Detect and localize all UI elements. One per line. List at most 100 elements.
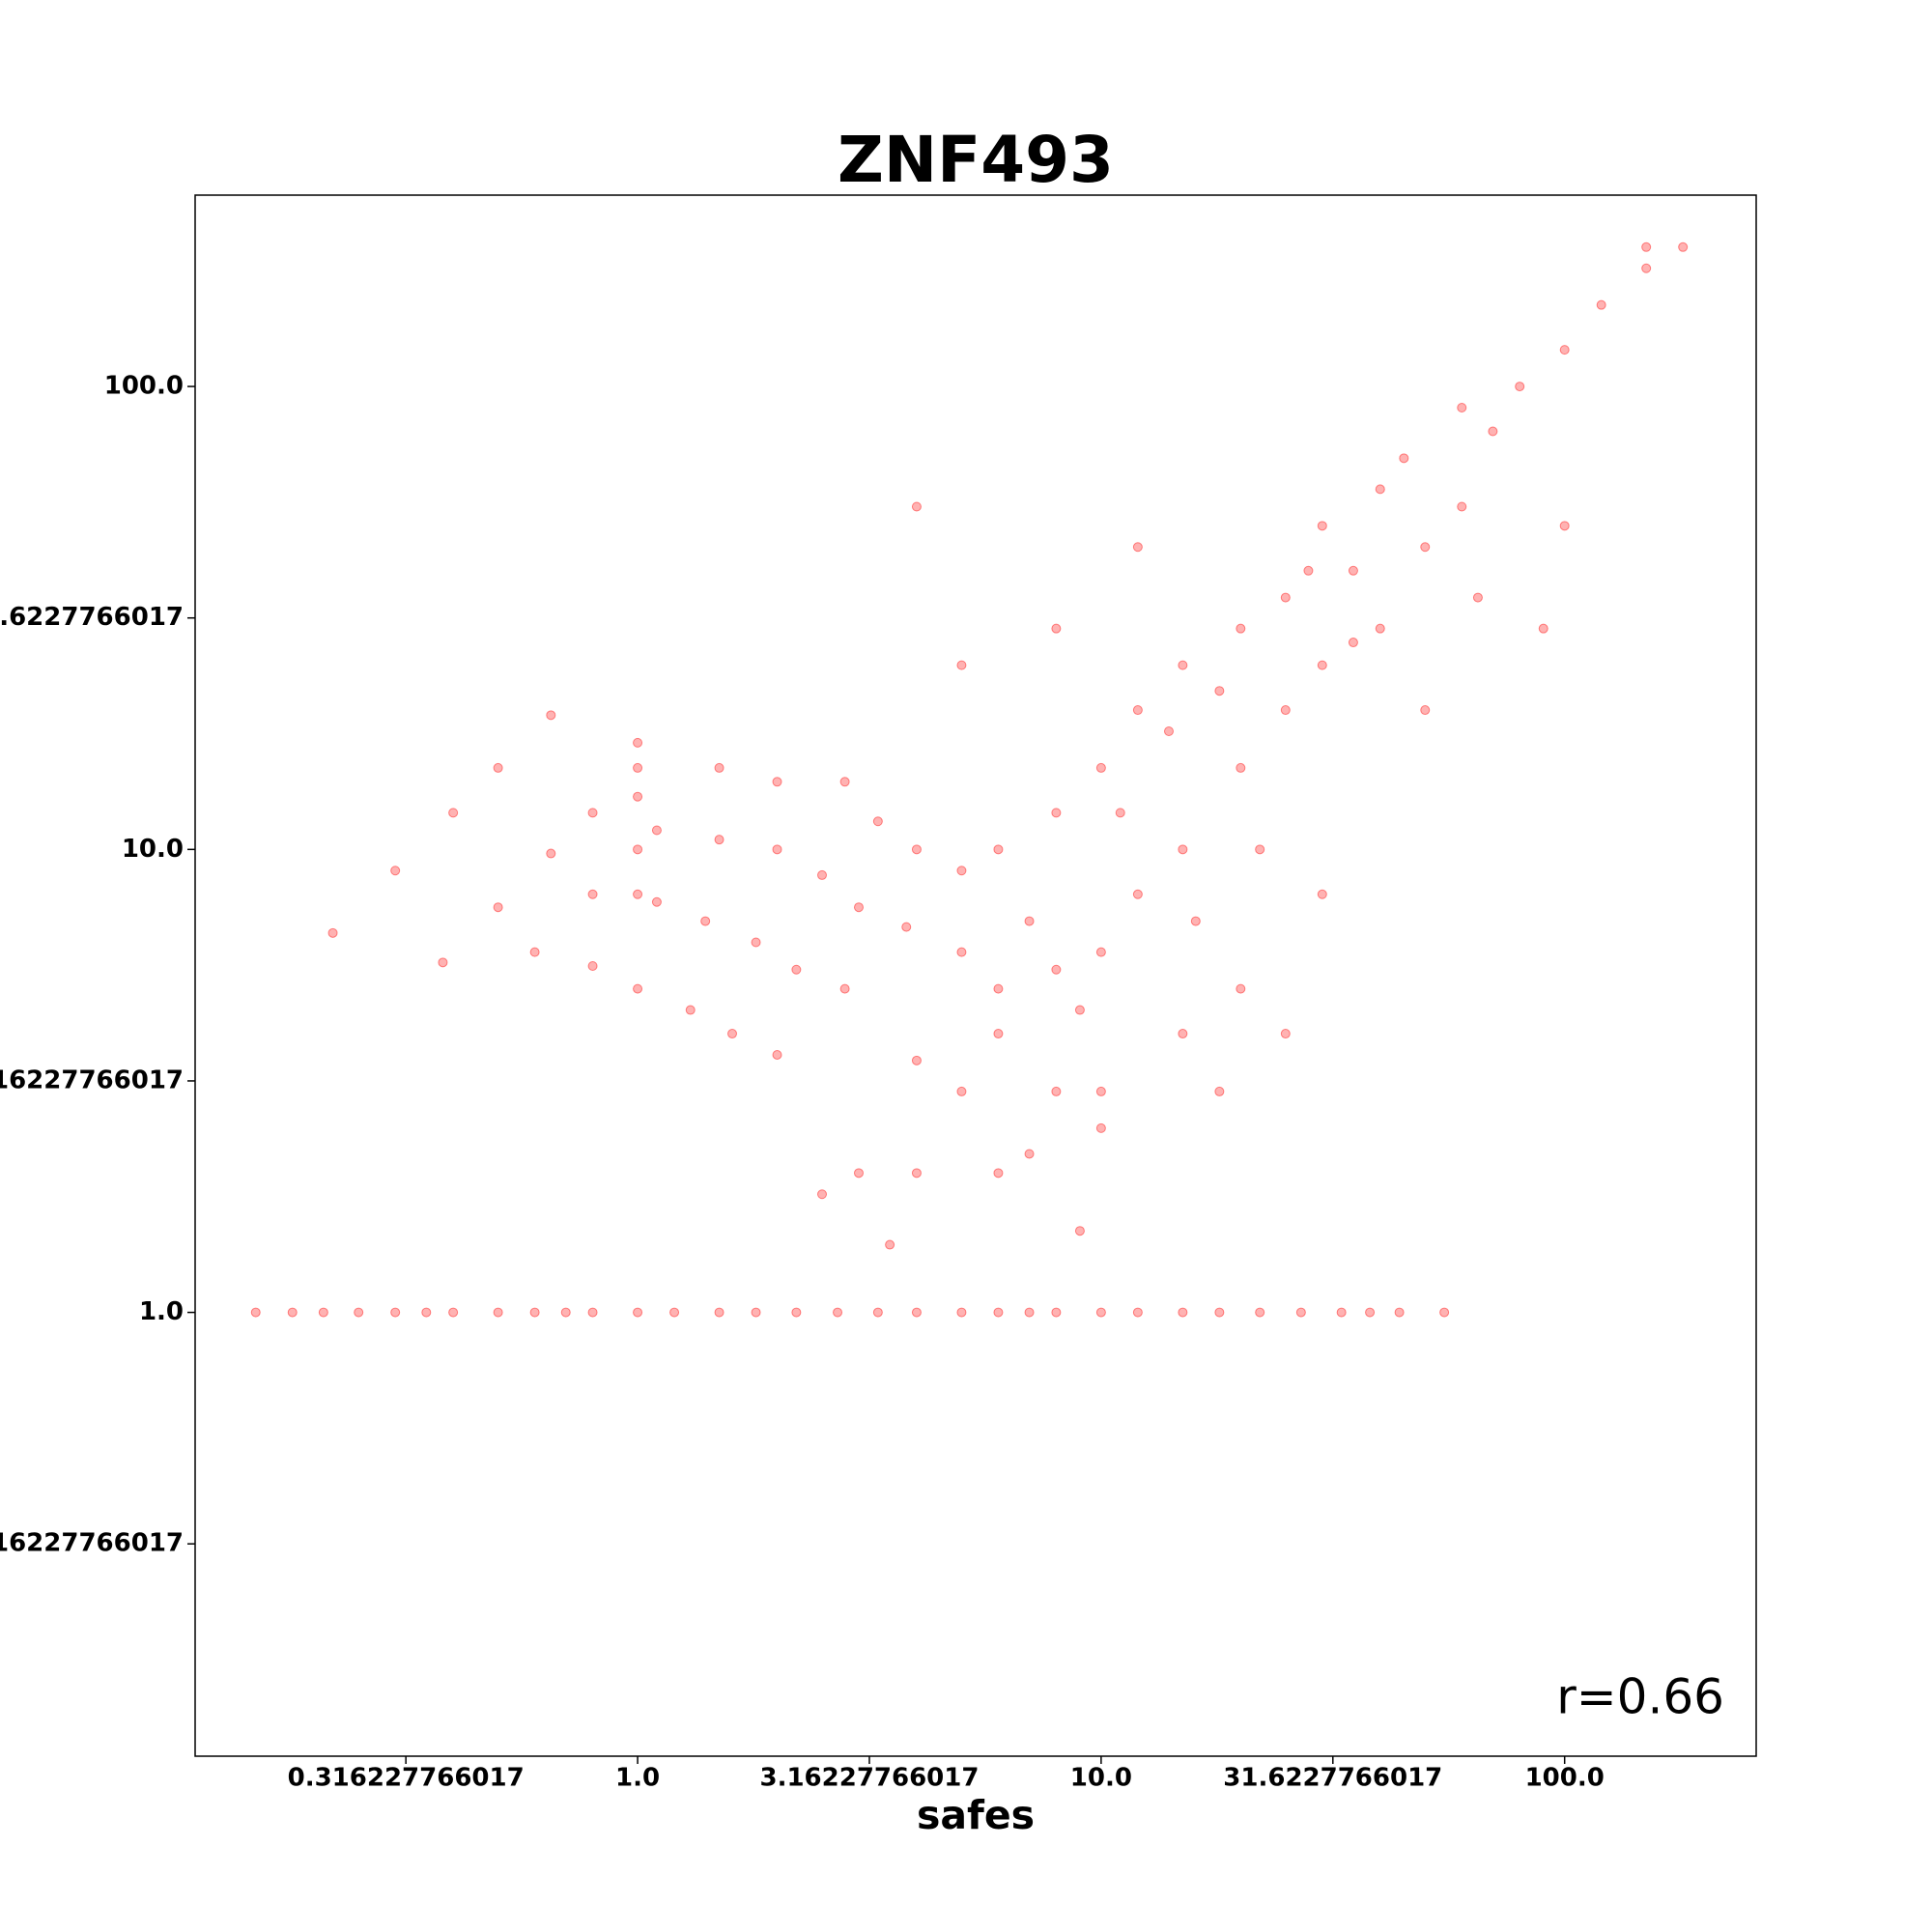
point (1375, 484, 1385, 495)
point (318, 1307, 328, 1318)
point (1348, 638, 1358, 648)
point (1115, 808, 1125, 818)
point (1348, 565, 1358, 576)
point (993, 1029, 1004, 1039)
point (956, 866, 967, 876)
point (1472, 592, 1483, 603)
point (817, 869, 828, 880)
point (1236, 983, 1246, 994)
point (633, 844, 643, 855)
x-tick-label: 0.316227766017 (288, 1764, 525, 1793)
point (772, 1049, 782, 1060)
point (993, 844, 1004, 855)
point (1317, 660, 1327, 670)
point (1394, 1307, 1405, 1318)
x-tick-label: 3.16227766017 (759, 1764, 979, 1793)
point (956, 947, 967, 957)
point (633, 889, 643, 899)
point (1641, 263, 1652, 273)
chart-title: ZNF493 (838, 123, 1114, 197)
point (1024, 1307, 1035, 1318)
point (833, 1307, 843, 1318)
point (493, 762, 503, 773)
point (1214, 1086, 1225, 1096)
point (956, 1307, 967, 1318)
point (1559, 345, 1570, 355)
point (1420, 705, 1431, 716)
point (438, 957, 448, 968)
point (587, 889, 598, 899)
point (1295, 1307, 1306, 1318)
point (1303, 565, 1314, 576)
point (853, 1168, 864, 1179)
point (493, 902, 503, 913)
point (1457, 501, 1467, 512)
y-tick-label: 3.16227766017 (0, 1065, 184, 1094)
point (529, 947, 540, 957)
point (546, 710, 556, 721)
x-tick-label: 10.0 (1070, 1764, 1132, 1793)
point (546, 848, 556, 859)
point (1051, 1086, 1062, 1096)
point (421, 1307, 432, 1318)
point (817, 1189, 828, 1200)
point (1024, 1149, 1035, 1159)
point (250, 1307, 261, 1318)
point (1641, 242, 1652, 252)
point (911, 1307, 922, 1318)
point (390, 1307, 401, 1318)
point (911, 501, 922, 512)
point (685, 1005, 696, 1015)
point (287, 1307, 298, 1318)
point (1255, 844, 1265, 855)
point (1678, 242, 1689, 252)
point (911, 844, 922, 855)
point (791, 964, 802, 975)
point (1178, 1029, 1188, 1039)
y-tick-label: 10.0 (122, 835, 184, 864)
point (1051, 1307, 1062, 1318)
point (772, 844, 782, 855)
point (727, 1029, 738, 1039)
point (1399, 453, 1409, 464)
point (1024, 916, 1035, 926)
point (1280, 592, 1291, 603)
point (1375, 623, 1385, 634)
point (1051, 964, 1062, 975)
y-tick-label: 1.0 (139, 1297, 184, 1326)
point (872, 1307, 883, 1318)
point (1095, 1307, 1106, 1318)
point (669, 1307, 680, 1318)
point (956, 1086, 967, 1096)
point (1255, 1307, 1265, 1318)
point (911, 1055, 922, 1065)
point (651, 825, 662, 836)
point (448, 808, 459, 818)
point (1236, 762, 1246, 773)
point (1214, 686, 1225, 696)
point (839, 777, 850, 787)
point (714, 1307, 724, 1318)
point (901, 922, 912, 932)
point (1559, 521, 1570, 531)
point (714, 835, 724, 845)
point (1132, 542, 1143, 553)
point (1095, 762, 1106, 773)
point (1538, 623, 1548, 634)
point (714, 762, 724, 773)
point (1214, 1307, 1225, 1318)
point (390, 866, 401, 876)
x-axis-label: safes (917, 1792, 1035, 1838)
point (1163, 725, 1174, 736)
x-tick-label: 1.0 (615, 1764, 660, 1793)
point (1095, 1122, 1106, 1133)
point (587, 961, 598, 972)
x-tick-label: 100.0 (1525, 1764, 1605, 1793)
point (1178, 660, 1188, 670)
annotation: r=0.66 (1556, 1669, 1724, 1725)
point (1095, 947, 1106, 957)
point (587, 1307, 598, 1318)
point (1051, 808, 1062, 818)
point (1132, 889, 1143, 899)
